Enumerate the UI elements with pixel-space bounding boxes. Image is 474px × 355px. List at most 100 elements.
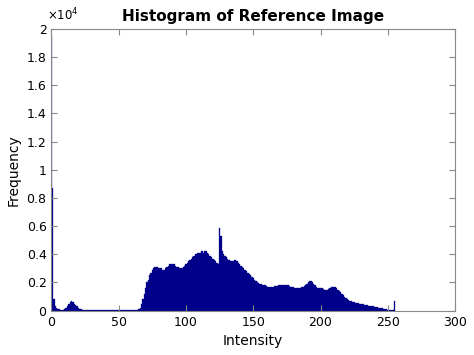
Bar (110, 310, 111, 311)
Bar (52, 188, 54, 311)
Bar (114, 310, 115, 311)
Bar (275, 286, 277, 311)
Bar (367, 305, 368, 311)
Bar (136, 310, 137, 311)
Bar (285, 285, 286, 311)
Bar (378, 307, 379, 311)
Bar (213, 260, 215, 311)
Bar (344, 296, 346, 311)
Bar (182, 267, 184, 311)
Bar (227, 258, 228, 311)
Bar (256, 283, 258, 311)
Bar (86, 310, 87, 311)
Bar (64, 309, 65, 311)
Bar (269, 287, 270, 311)
Bar (184, 266, 185, 311)
Bar (340, 292, 341, 311)
Bar (193, 256, 195, 311)
Bar (141, 304, 142, 311)
Bar (157, 267, 158, 311)
Bar (216, 263, 218, 311)
Bar (333, 287, 335, 311)
Bar (237, 261, 238, 311)
Bar (381, 308, 382, 311)
Bar (176, 267, 177, 311)
Bar (259, 284, 261, 311)
Bar (139, 308, 141, 311)
Bar (142, 299, 144, 311)
Bar (356, 303, 357, 311)
Bar (331, 288, 332, 311)
Bar (312, 283, 313, 311)
Bar (375, 307, 376, 311)
Bar (243, 268, 245, 311)
Bar (197, 253, 199, 311)
Bar (131, 310, 133, 311)
Bar (122, 310, 123, 311)
Bar (337, 290, 339, 311)
Text: $\times10^4$: $\times10^4$ (47, 7, 79, 23)
Bar (72, 302, 73, 311)
Bar (210, 256, 211, 311)
Bar (168, 266, 169, 311)
Bar (365, 305, 367, 311)
Bar (158, 268, 160, 311)
Bar (234, 260, 235, 311)
Bar (107, 310, 109, 311)
Bar (384, 309, 386, 311)
Bar (160, 268, 161, 311)
Bar (282, 285, 283, 311)
Bar (105, 310, 106, 311)
Title: Histogram of Reference Image: Histogram of Reference Image (122, 9, 384, 24)
Bar (75, 305, 76, 311)
Bar (343, 295, 344, 311)
Bar (281, 285, 282, 311)
Bar (203, 253, 204, 311)
Bar (98, 310, 99, 311)
X-axis label: Intensity: Intensity (223, 334, 283, 348)
Bar (357, 303, 359, 311)
Bar (79, 308, 80, 311)
Bar (389, 310, 390, 311)
Bar (349, 301, 351, 311)
Bar (339, 291, 340, 311)
Bar (351, 301, 352, 311)
Bar (220, 236, 222, 311)
Bar (254, 280, 255, 311)
Bar (138, 309, 139, 311)
Bar (317, 288, 319, 311)
Bar (70, 302, 71, 311)
Bar (90, 310, 91, 311)
Bar (161, 268, 163, 311)
Bar (327, 290, 328, 311)
Bar (137, 310, 138, 311)
Bar (65, 308, 67, 311)
Bar (376, 307, 378, 311)
Bar (189, 260, 191, 311)
Bar (169, 264, 171, 311)
Bar (308, 283, 309, 311)
Bar (125, 310, 126, 311)
Bar (267, 287, 269, 311)
Bar (155, 267, 157, 311)
Bar (121, 310, 122, 311)
Bar (329, 288, 331, 311)
Bar (392, 310, 394, 311)
Bar (309, 281, 310, 311)
Bar (232, 261, 234, 311)
Bar (382, 308, 383, 311)
Bar (262, 285, 264, 311)
Bar (352, 302, 354, 311)
Bar (109, 310, 110, 311)
Bar (253, 278, 254, 311)
Bar (321, 288, 322, 311)
Bar (255, 281, 256, 311)
Bar (99, 310, 100, 311)
Bar (129, 310, 130, 311)
Bar (96, 310, 98, 311)
Bar (163, 270, 164, 311)
Bar (166, 267, 168, 311)
Bar (245, 270, 246, 311)
Bar (126, 310, 128, 311)
Bar (371, 306, 373, 311)
